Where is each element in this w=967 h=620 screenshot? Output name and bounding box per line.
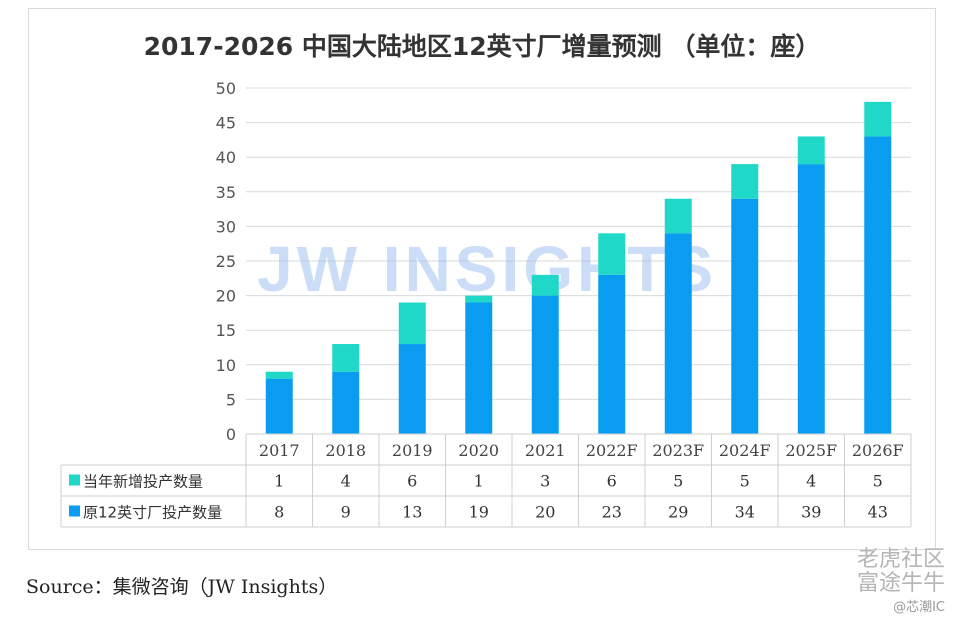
bar-new [265, 371, 293, 379]
y-tick-label: 30 [216, 217, 236, 236]
x-tick-label: 2023F [652, 441, 704, 460]
legend-label: 原12英寸厂投产数量 [83, 504, 222, 522]
data-table-value: 20 [535, 503, 555, 522]
watermark-line3: @芯潮IC [893, 600, 945, 615]
jw-insights-watermark: JW INSIGHTS [257, 233, 717, 305]
y-tick-label: 25 [216, 252, 236, 271]
bar-new [465, 295, 493, 303]
x-tick-label: 2021 [525, 441, 566, 460]
y-tick-label: 0 [226, 425, 236, 444]
x-tick-label: 2026F [852, 441, 904, 460]
data-table-value: 8 [274, 503, 284, 522]
bar-new [864, 101, 892, 137]
y-tick-label: 5 [226, 390, 236, 409]
data-table-value: 4 [341, 472, 351, 491]
y-tick-label: 35 [216, 183, 236, 202]
bar-new [398, 302, 426, 345]
data-table-value: 29 [668, 503, 688, 522]
source-note: Source：集微咨询（JW Insights） [26, 576, 338, 598]
bar-base [664, 233, 692, 434]
data-table-value: 34 [735, 503, 755, 522]
data-table-value: 19 [469, 503, 489, 522]
bar-base [265, 378, 293, 434]
data-table-value: 13 [402, 503, 422, 522]
bar-new [531, 274, 559, 296]
x-tick-label: 2020 [458, 441, 499, 460]
data-table-value: 6 [607, 472, 617, 491]
legend-swatch [69, 474, 80, 486]
bar-new [332, 344, 360, 372]
x-tick-label: 2019 [392, 441, 433, 460]
watermark-line2: 富途牛牛 [856, 571, 945, 596]
chart-card: 2017-2026 中国大陆地区12英寸厂增量预测 （单位：座） 0 5 10 15 2… [28, 8, 936, 550]
data-table-value: 5 [873, 472, 883, 491]
data-table-value: 9 [341, 503, 351, 522]
bar-new [598, 233, 626, 275]
bar-base [465, 302, 493, 434]
bar-new [797, 136, 825, 165]
data-table-value: 1 [274, 472, 284, 491]
x-tick-label: 2025F [785, 441, 837, 460]
x-tick-label: 2018 [325, 441, 366, 460]
bar-base [731, 198, 759, 434]
data-table-value: 39 [801, 503, 821, 522]
bar-base [598, 274, 626, 434]
y-tick-label: 10 [216, 356, 236, 375]
y-tick-label: 40 [216, 148, 236, 167]
bar-new [731, 164, 759, 199]
data-table-value: 6 [407, 472, 417, 491]
y-tick-label: 15 [216, 321, 236, 340]
x-tick-label: 2024F [719, 441, 771, 460]
data-table-value: 23 [602, 503, 622, 522]
legend-label: 当年新增投产数量 [83, 473, 203, 491]
data-table-value: 5 [740, 472, 750, 491]
data-table-value: 5 [673, 472, 683, 491]
chart-title: 2017-2026 中国大陆地区12英寸厂增量预测 （单位：座） [143, 32, 821, 61]
x-tick-label: 2017 [259, 441, 300, 460]
bar-new [664, 198, 692, 234]
corner-watermark: 老虎社区 富途牛牛 @芯潮IC [857, 548, 945, 620]
y-tick-label: 50 [216, 79, 236, 98]
data-table-value: 1 [474, 472, 484, 491]
y-tick-label: 45 [216, 114, 236, 133]
bar-base [797, 164, 825, 434]
x-tick-label: 2022F [586, 441, 638, 460]
y-tick-label: 20 [216, 287, 236, 306]
data-table-value: 4 [806, 472, 816, 491]
bar-base [531, 295, 559, 434]
data-table-value: 3 [540, 472, 550, 491]
bar-base [864, 136, 892, 434]
data-table-value: 43 [868, 503, 888, 522]
bar-base [398, 344, 426, 434]
bar-base [332, 371, 360, 434]
legend-swatch [69, 505, 80, 517]
watermark-line1: 老虎社区 [856, 547, 945, 572]
